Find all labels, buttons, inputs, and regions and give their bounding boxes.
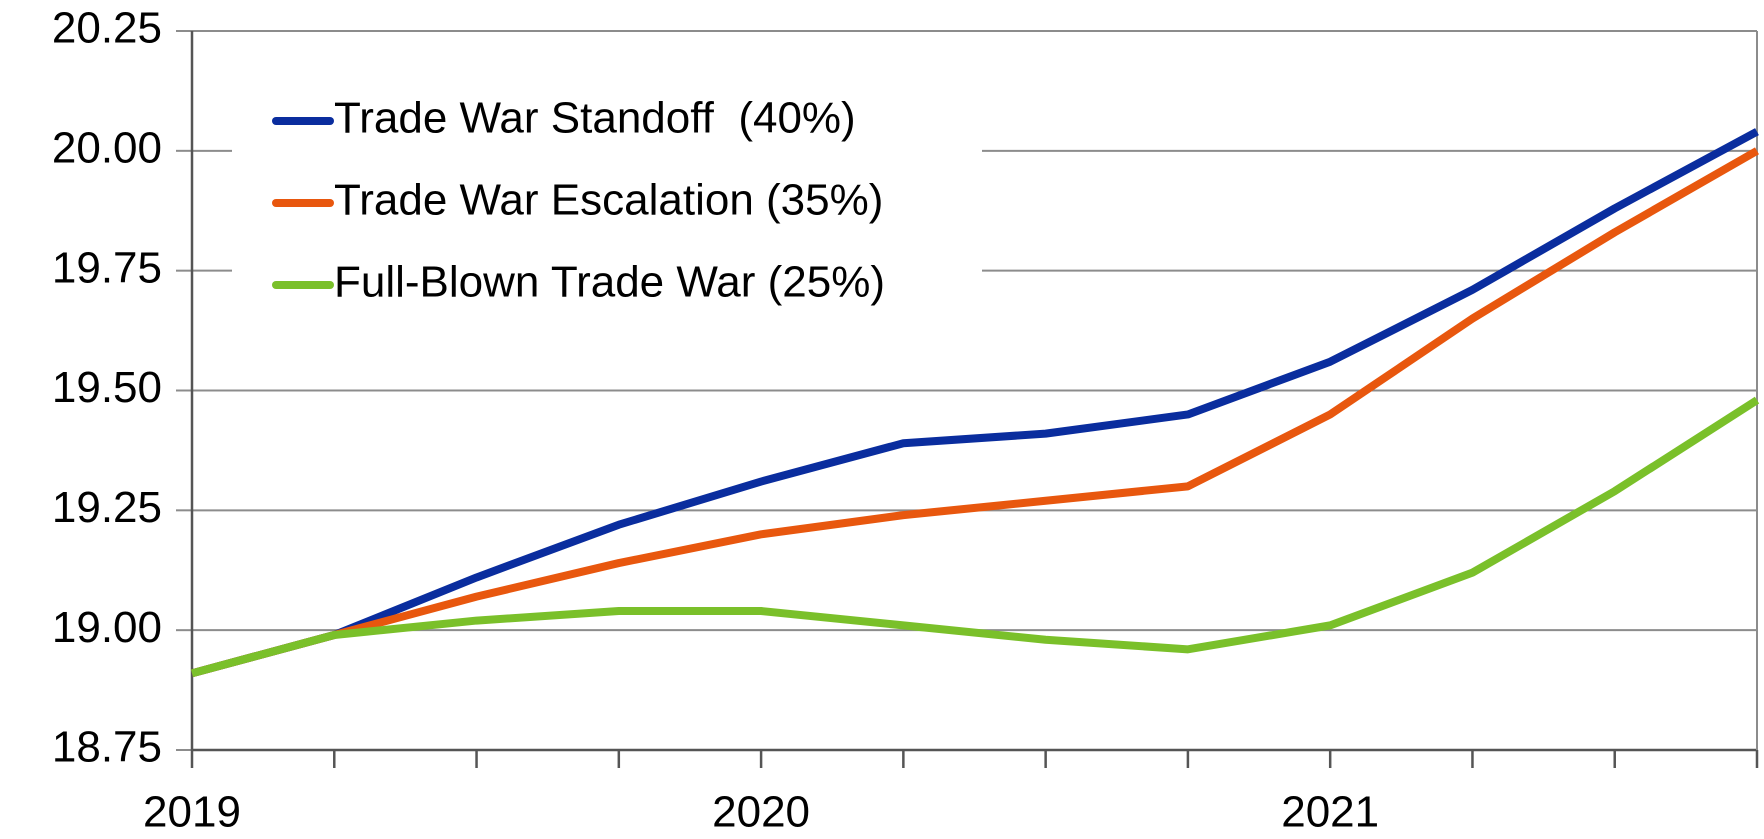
legend-label: Trade War Escalation (35%) — [334, 176, 883, 225]
y-tick-label: 18.75 — [52, 723, 162, 772]
legend-label: Trade War Standoff (40%) — [334, 94, 856, 143]
y-tick-label: 19.50 — [52, 363, 162, 412]
series-line — [190, 128, 1759, 678]
series-line — [190, 396, 1760, 678]
x-tick-label: 2019 — [143, 788, 241, 837]
series-line — [190, 147, 1759, 678]
legend-label: Full-Blown Trade War (25%) — [334, 258, 885, 307]
x-tick-label: 2021 — [1281, 788, 1379, 837]
x-tick-label: 2020 — [712, 788, 810, 837]
y-tick-label: 19.25 — [52, 483, 162, 532]
legend-box — [232, 95, 982, 330]
y-tick-label: 19.75 — [52, 243, 162, 292]
y-tick-label: 20.00 — [52, 123, 162, 172]
y-tick-label: 20.25 — [52, 4, 162, 53]
y-tick-label: 19.00 — [52, 603, 162, 652]
